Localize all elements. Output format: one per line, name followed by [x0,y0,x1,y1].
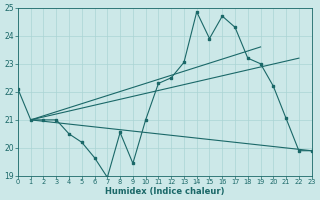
X-axis label: Humidex (Indice chaleur): Humidex (Indice chaleur) [105,187,225,196]
